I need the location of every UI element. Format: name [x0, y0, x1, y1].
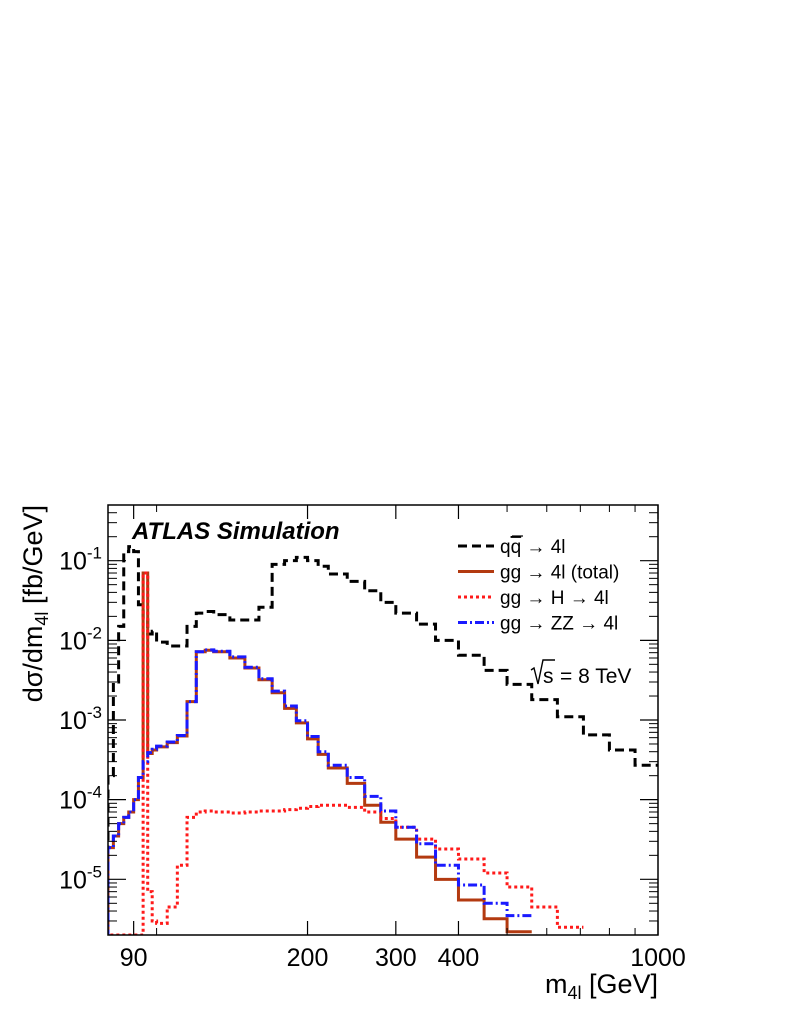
legend-label-3: gg → ZZ → 4l	[500, 614, 618, 635]
x-axis-label-unit: [GeV]	[581, 969, 658, 999]
y-axis-label-unit: [fb/GeV]	[18, 505, 48, 612]
legend-label-1: gg → 4l (total)	[500, 563, 619, 584]
atlas-label: ATLAS Simulation	[131, 518, 340, 545]
x-tick-label: 1000	[630, 944, 686, 972]
x-tick-label: 90	[120, 944, 148, 972]
x-axis-label-sub: 4l	[567, 983, 581, 1003]
energy-value: = 8 TeV	[560, 665, 631, 688]
y-axis-label-pre: dσ/dm	[18, 626, 48, 703]
sqrt-icon	[530, 659, 555, 685]
x-tick-label: 200	[287, 944, 329, 972]
series-line-0	[108, 545, 658, 935]
y-tick-label: 10-5	[59, 862, 102, 894]
y-tick-label: 10-2	[59, 623, 102, 655]
x-axis-label-base: m	[545, 969, 568, 999]
energy-symbol: s	[543, 665, 554, 688]
x-tick-label: 400	[438, 944, 480, 972]
y-axis-label: dσ/dm4l [fb/GeV]	[18, 505, 52, 702]
legend-label-0: qq → 4l	[500, 537, 566, 558]
y-axis-label-sub: 4l	[32, 612, 52, 626]
energy-label: s = 8 TeV	[530, 659, 631, 688]
series-line-3	[108, 648, 532, 935]
y-tick-label: 10-1	[59, 544, 102, 576]
series-layer	[108, 545, 658, 935]
y-tick-label: 10-3	[59, 703, 102, 735]
x-axis-label: m4l [GeV]	[545, 969, 658, 1003]
ticks-layer: 90 200 300 400 1000 10-5 10-4 10-3 10-2 10-1	[59, 505, 686, 972]
x-tick-label: 300	[375, 944, 417, 972]
legend: qq → 4l gg → 4l (total) gg → H → 4l gg → ZZ…	[458, 535, 619, 635]
y-tick-label: 10-4	[59, 783, 102, 815]
legend-label-2: gg → H → 4l	[500, 588, 609, 609]
